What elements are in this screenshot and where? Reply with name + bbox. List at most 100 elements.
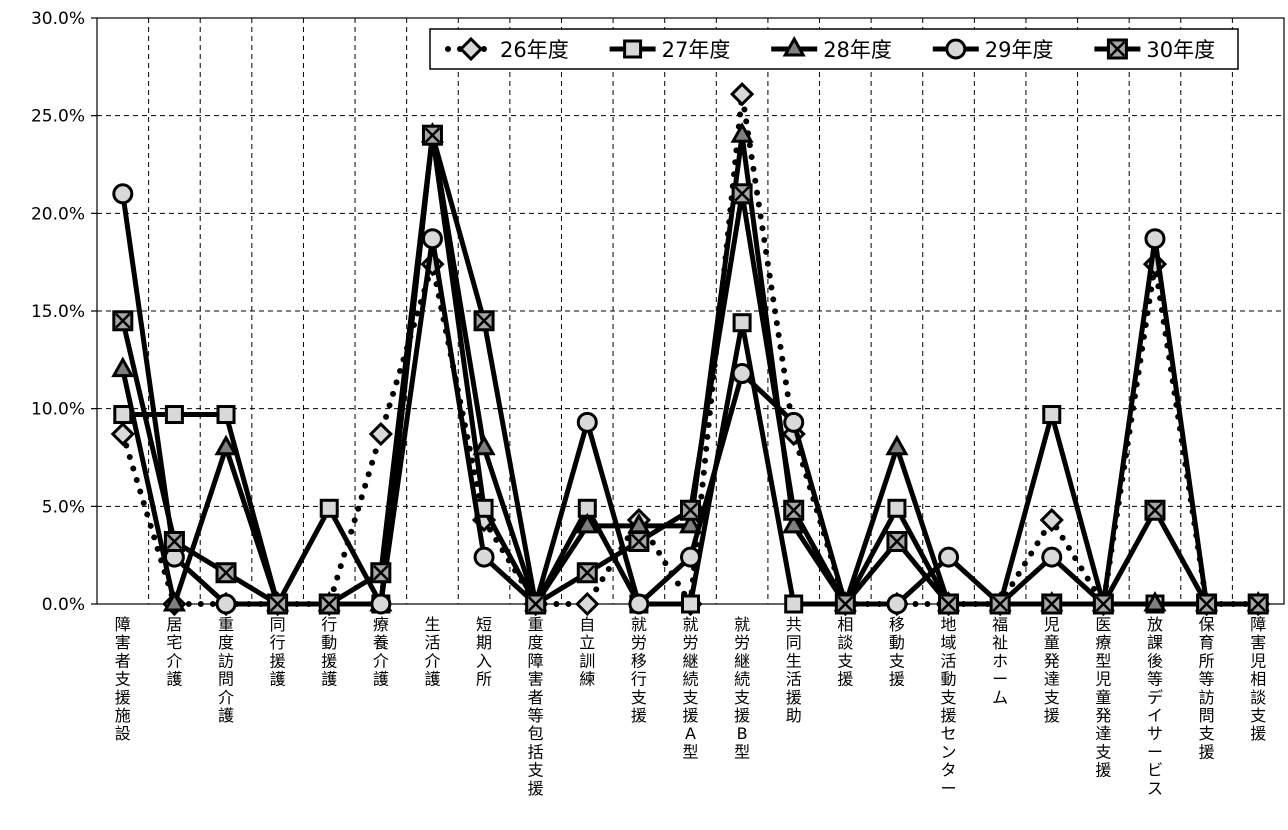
data-point [887,498,907,518]
data-point [318,593,340,615]
series-3 [111,122,1270,612]
data-point [680,499,701,521]
data-point [783,499,805,521]
x-axis-category-labels: 障害者支援施設 居宅介護 重度訪問介護 同行援護 行動援護 療養介護 生活介護 短期入所 重度障… [115,615,1266,798]
x-category-label: 共同生活援助 [786,615,802,725]
x-category-label: 相談支援 [837,615,853,689]
x-category-label: 就労移行支援 [631,615,647,725]
data-point [885,434,909,456]
data-point [1092,593,1114,615]
data-point [214,434,238,456]
x-category-label: 地域活動支援センター [941,615,957,798]
x-category-label: 居宅介護 [166,615,182,689]
legend-marker [782,35,806,57]
data-point [730,122,754,143]
data-point [731,183,753,205]
series-line [122,132,1259,607]
data-point [938,593,960,615]
x-category-label: 保育所等訪問支援 [1199,615,1215,761]
data-point [368,421,393,447]
data-point [267,593,289,615]
data-point [1041,546,1063,568]
data-point [216,405,236,425]
data-point [938,546,960,568]
data-point [576,562,598,584]
legend-marker [458,36,484,62]
data-point [575,591,600,617]
x-category-label: 生活介護 [424,615,440,689]
data-point [164,405,184,425]
series-line [120,132,1259,607]
data-point [1143,590,1167,612]
y-tick-label: 5.0% [42,497,85,517]
x-category-label: 重度障害者等包括支援 [528,615,544,798]
data-point [732,313,752,333]
data-point [111,356,135,378]
legend-label: 30年度 [1146,38,1215,62]
data-point [782,512,806,534]
data-point [215,593,237,615]
data-point [215,562,237,584]
data-point [628,530,650,552]
data-point [731,363,753,385]
legend-box [429,28,1239,70]
legend: 26年度 27年度 28年度 29年度 30年度 [429,28,1239,70]
x-category-label: 障害児相談支援 [1250,615,1266,743]
y-tick-label: 10.0% [31,400,85,420]
y-tick-label: 30.0% [31,9,85,29]
x-category-label: 児童発達支援 [1044,615,1060,725]
series-line [120,132,1259,607]
y-tick-label: 20.0% [31,204,85,224]
series-4 [112,183,1269,615]
data-point [575,512,599,534]
data-point [370,562,392,584]
data-point [680,546,701,568]
x-category-label: 移動支援 [889,615,905,689]
x-category-label: 同行援護 [270,615,286,689]
x-category-label: 療養介護 [373,615,389,689]
data-point [576,411,598,433]
legend-label: 28年度 [823,38,892,62]
x-category-label: 障害者支援施設 [115,615,131,743]
x-category-label: 行動援護 [321,615,337,689]
data-point [678,512,703,534]
x-category-label: 自立訓練 [579,615,595,689]
data-point [886,593,908,615]
data-point [113,405,133,425]
legend-item: 30年度 [1094,38,1215,62]
x-category-label: 短期入所 [476,615,492,689]
x-category-label: 医療型児童発達支援 [1095,615,1111,780]
y-tick-label: 15.0% [31,302,85,322]
series-2 [113,125,1268,614]
data-point [473,310,495,332]
data-point [681,594,700,614]
data-point [421,228,443,250]
data-point [1247,593,1269,615]
data-point [886,530,908,552]
legend-label: 29年度 [985,38,1054,62]
x-category-label: 放課後等デイサービス [1147,615,1163,798]
y-tick-label: 25.0% [31,107,85,127]
data-point [1042,405,1062,425]
legend-item: 26年度 [445,36,569,62]
x-category-label: 就労継続支援 B 型 [734,615,750,761]
data-point [473,546,495,568]
data-point [784,594,804,614]
data-point [729,82,755,107]
data-point [525,593,547,615]
data-point [162,590,186,612]
data-point [1196,593,1218,615]
data-point [112,183,134,205]
legend-item: 28年度 [771,35,892,62]
legend-item: 27年度 [609,38,730,62]
x-category-label: 重度訪問介護 [218,615,234,725]
legend-item: 29年度 [932,38,1054,62]
data-point [370,593,392,615]
data-point [319,498,339,518]
data-point [421,124,443,146]
data-point [163,530,185,552]
series-1 [110,82,1271,617]
data-point [628,593,650,615]
data-point [989,593,1011,615]
